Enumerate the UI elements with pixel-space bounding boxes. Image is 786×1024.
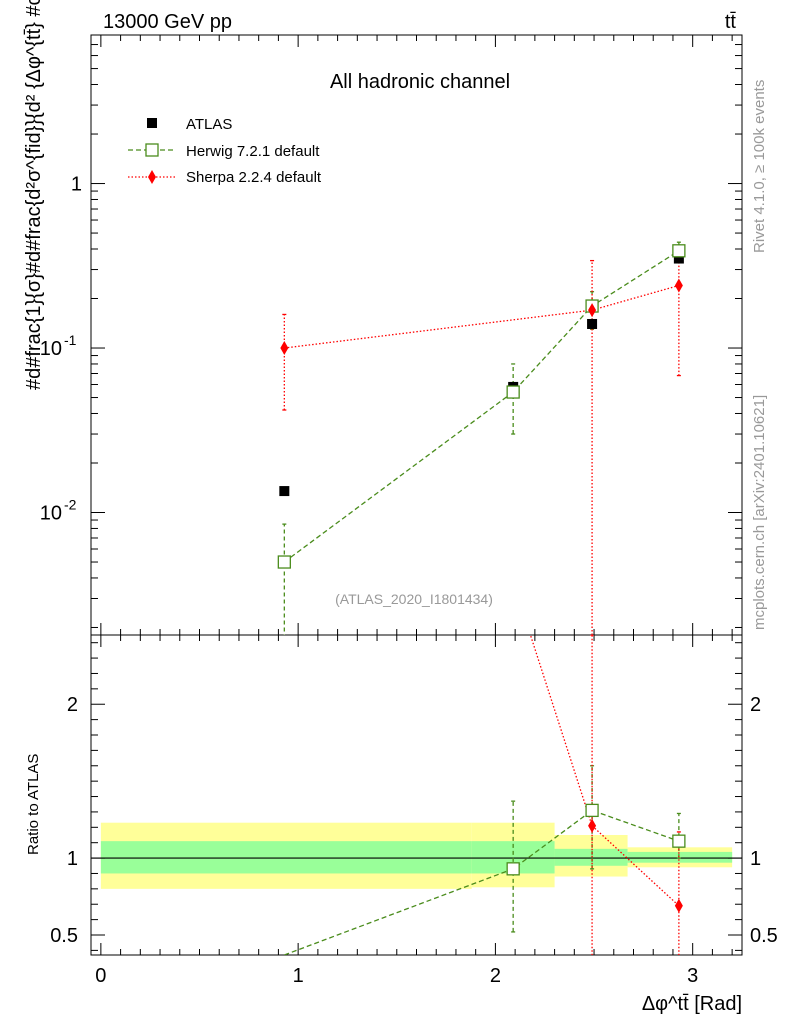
sherpa-line [284,284,680,349]
watermark: (ATLAS_2020_I1801434) [335,591,493,607]
legend-marker-atlas [147,118,157,128]
herwig-ratio-line [284,809,680,955]
legend: ATLAS Herwig 7.2.1 default Sherpa 2.2.4 … [128,116,322,186]
y-tick-label-ratio-right: 2 [750,694,761,716]
ratio-frame [90,634,743,956]
ratio-band-inner [554,848,628,866]
main-ticks: 10 -210 -11 [40,34,742,635]
ratio-band-inner [627,851,733,863]
herwig-point [672,244,686,258]
main-ylabel-text: #d#frac{1}{σ}#d#frac{d²σ^{fid}}{d² {Δφ^{… [23,0,45,390]
y-tick-label-ratio: 2 [67,694,78,716]
x-tick-label: 2 [490,965,501,987]
header-left: 13000 GeV pp [103,11,232,33]
header-right: tt̄ [725,11,737,33]
ratio-band-inner [100,841,472,874]
sherpa-point [280,341,289,356]
atlas-point [279,486,290,497]
sherpa-ratio-point [588,818,597,833]
herwig-ratio-point [585,803,599,818]
y-tick-label-ratio-right: 0.5 [750,925,778,947]
main-series [277,241,686,635]
atlas-point [673,253,684,264]
sherpa-point [588,303,597,318]
legend-marker-herwig [145,143,159,157]
rivet-label: Rivet 4.1.0, ≥ 100k events [751,80,768,253]
ratio-series [284,635,686,955]
herwig-ratio-point [506,862,520,876]
y-tick-label-ratio-right: 1 [750,848,761,870]
atlas-point [587,318,598,329]
x-tick-label: 0 [95,965,106,987]
sherpa-point [674,278,683,293]
main-title: All hadronic channel [330,71,510,93]
legend-label-atlas: ATLAS [186,116,232,133]
herwig-line [283,250,680,563]
ratio-bands [91,822,742,889]
y-tick-label-main: 1 [71,174,82,196]
y-tick-label-main-exp: -2 [64,497,77,513]
mcplots-label: mcplots.cern.ch [arXiv:2401.10621] [751,395,768,630]
legend-label-sherpa: Sherpa 2.2.4 default [186,169,322,186]
ratio-ticks: 0 1 2 3 0.5 0.5 1 1 2 2 [50,635,778,987]
legend-label-herwig: Herwig 7.2.1 default [186,143,320,160]
x-tick-label: 1 [293,965,304,987]
xlabel: Δφ^tt̄ [Rad] [642,993,742,1015]
herwig-ratio-point [672,834,686,848]
x-tick-label: 3 [687,965,698,987]
sherpa-ratio-point [674,898,683,913]
y-tick-label-main-exp: -1 [64,332,77,348]
y-tick-label-main: 10 [40,503,62,525]
legend-marker-sherpa [148,170,156,184]
herwig-point [277,555,291,569]
main-ylabel: #d#frac{1}{σ}#d#frac{d²σ^{fid}}{d² {Δφ^{… [23,0,45,390]
herwig-point [506,385,520,399]
y-tick-label-main: 10 [40,338,62,360]
ratio-ylabel: Ratio to ATLAS [25,754,42,855]
y-tick-label-ratio: 1 [67,848,78,870]
y-tick-label-ratio: 0.5 [50,925,78,947]
sherpa-ratio-line [529,635,680,907]
